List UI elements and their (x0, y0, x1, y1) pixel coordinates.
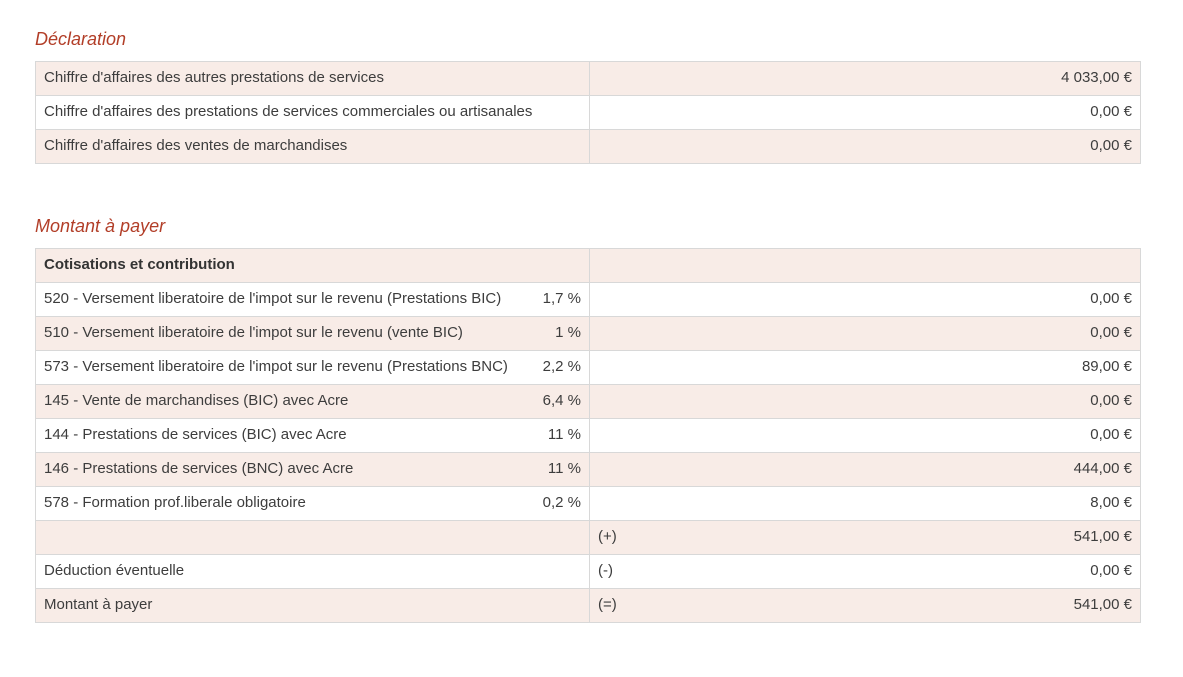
table-row: Chiffre d'affaires des prestations de se… (36, 95, 1140, 129)
row-amount: 89,00 € (1081, 358, 1132, 375)
page-content: Déclaration Chiffre d'affaires des autre… (35, 29, 1141, 623)
row-amount: 541,00 € (1073, 596, 1132, 613)
row-value-cell: 4 033,00 € (590, 62, 1140, 95)
row-label: 573 - Versement liberatoire de l'impot s… (44, 358, 508, 375)
row-label: Chiffre d'affaires des ventes de marchan… (44, 137, 348, 154)
row-operator: (=) (598, 596, 617, 613)
row-amount: 8,00 € (1090, 494, 1132, 511)
row-value-cell: 8,00 € (590, 487, 1140, 520)
row-value-cell: 0,00 € (590, 96, 1140, 129)
row-label: Chiffre d'affaires des autres prestation… (44, 69, 384, 86)
row-label: 146 - Prestations de services (BNC) avec… (44, 460, 354, 477)
row-amount: 0,00 € (1090, 103, 1132, 120)
table-row: 573 - Versement liberatoire de l'impot s… (36, 350, 1140, 384)
row-label: 144 - Prestations de services (BIC) avec… (44, 426, 347, 443)
table-row: 578 - Formation prof.liberale obligatoir… (36, 486, 1140, 520)
row-value-cell: (-) 0,00 € (590, 555, 1140, 588)
row-label-cell: 144 - Prestations de services (BIC) avec… (36, 419, 590, 452)
row-label: Chiffre d'affaires des prestations de se… (44, 103, 533, 120)
row-label: Déduction éventuelle (44, 562, 185, 579)
row-value-cell: 0,00 € (590, 317, 1140, 350)
contributions-header-cell: Cotisations et contribution (36, 249, 590, 282)
montant-table: Cotisations et contribution 520 - Versem… (35, 248, 1141, 623)
row-rate: 2,2 % (542, 358, 581, 375)
row-label: 510 - Versement liberatoire de l'impot s… (44, 324, 463, 341)
row-amount: 0,00 € (1090, 290, 1132, 307)
row-operator: (-) (598, 562, 613, 579)
row-rate: 11 % (547, 426, 581, 443)
row-label-cell: Chiffre d'affaires des ventes de marchan… (36, 130, 590, 163)
table-row: Déduction éventuelle (-) 0,00 € (36, 554, 1140, 588)
row-amount: 541,00 € (1073, 528, 1132, 545)
row-label-cell: 146 - Prestations de services (BNC) avec… (36, 453, 590, 486)
row-label: 520 - Versement liberatoire de l'impot s… (44, 290, 502, 307)
montant-section-title: Montant à payer (35, 216, 166, 236)
row-amount: 0,00 € (1090, 324, 1132, 341)
row-amount: 4 033,00 € (1061, 69, 1132, 86)
declaration-table: Chiffre d'affaires des autres prestation… (35, 61, 1141, 164)
table-row: 146 - Prestations de services (BNC) avec… (36, 452, 1140, 486)
table-row: 520 - Versement liberatoire de l'impot s… (36, 282, 1140, 316)
row-label-cell: 520 - Versement liberatoire de l'impot s… (36, 283, 590, 316)
table-row: 145 - Vente de marchandises (BIC) avec A… (36, 384, 1140, 418)
row-amount: 0,00 € (1090, 562, 1132, 579)
row-label-cell: Chiffre d'affaires des prestations de se… (36, 96, 590, 129)
contributions-header-label: Cotisations et contribution (44, 256, 235, 273)
row-value-cell: (+) 541,00 € (590, 521, 1140, 554)
table-row: (+) 541,00 € (36, 520, 1140, 554)
row-label-cell (36, 521, 590, 554)
row-value-cell: 0,00 € (590, 283, 1140, 316)
row-label-cell: Déduction éventuelle (36, 555, 590, 588)
row-label: Montant à payer (44, 596, 153, 613)
contributions-header-row: Cotisations et contribution (36, 249, 1140, 282)
row-rate: 1 % (555, 324, 581, 341)
row-rate: 1,7 % (542, 290, 581, 307)
row-amount: 444,00 € (1073, 460, 1132, 477)
row-label-cell: 578 - Formation prof.liberale obligatoir… (36, 487, 590, 520)
table-row: Chiffre d'affaires des autres prestation… (36, 62, 1140, 95)
row-value-cell: 444,00 € (590, 453, 1140, 486)
row-operator: (+) (598, 528, 617, 545)
row-amount: 0,00 € (1090, 392, 1132, 409)
row-value-cell: 89,00 € (590, 351, 1140, 384)
contributions-header-empty-cell (590, 249, 1140, 282)
row-rate: 0,2 % (542, 494, 581, 511)
row-rate: 11 % (547, 460, 581, 477)
declaration-section-title: Déclaration (35, 29, 127, 49)
row-label-cell: Chiffre d'affaires des autres prestation… (36, 62, 590, 95)
row-label-cell: 510 - Versement liberatoire de l'impot s… (36, 317, 590, 350)
row-value-cell: 0,00 € (590, 130, 1140, 163)
row-label: 578 - Formation prof.liberale obligatoir… (44, 494, 306, 511)
row-label-cell: 573 - Versement liberatoire de l'impot s… (36, 351, 590, 384)
row-rate: 6,4 % (542, 392, 581, 409)
row-value-cell: 0,00 € (590, 385, 1140, 418)
row-label: 145 - Vente de marchandises (BIC) avec A… (44, 392, 349, 409)
row-label-cell: 145 - Vente de marchandises (BIC) avec A… (36, 385, 590, 418)
row-value-cell: (=) 541,00 € (590, 589, 1140, 622)
table-row: 144 - Prestations de services (BIC) avec… (36, 418, 1140, 452)
table-row: 510 - Versement liberatoire de l'impot s… (36, 316, 1140, 350)
row-amount: 0,00 € (1090, 137, 1132, 154)
table-row: Montant à payer (=) 541,00 € (36, 588, 1140, 622)
row-value-cell: 0,00 € (590, 419, 1140, 452)
row-amount: 0,00 € (1090, 426, 1132, 443)
table-row: Chiffre d'affaires des ventes de marchan… (36, 129, 1140, 163)
row-label-cell: Montant à payer (36, 589, 590, 622)
